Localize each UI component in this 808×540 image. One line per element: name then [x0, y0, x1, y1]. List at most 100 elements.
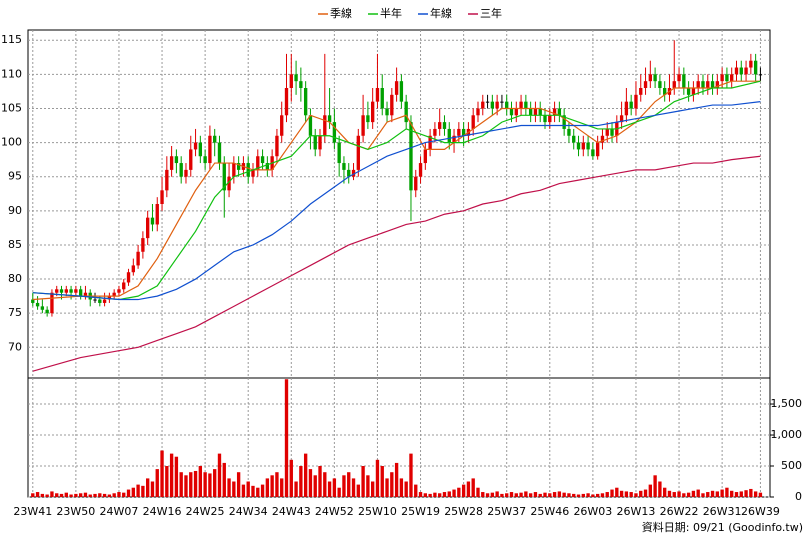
- x-tick-label: 24W43: [272, 505, 311, 518]
- volume-bar: [615, 487, 619, 497]
- candle-body: [83, 292, 88, 297]
- candle-body: [227, 176, 231, 191]
- ma-line: [32, 80, 761, 301]
- candle-body: [485, 101, 490, 103]
- volume-bar: [122, 492, 126, 497]
- volume-bar: [294, 481, 298, 497]
- volume-bar: [217, 453, 222, 497]
- volume-bar: [528, 493, 533, 497]
- volume-bar: [35, 492, 40, 497]
- candle-body: [217, 142, 222, 164]
- candle-body: [691, 88, 696, 95]
- volume-bar: [117, 492, 121, 497]
- volume-bar: [686, 492, 691, 497]
- candle-body: [677, 74, 681, 82]
- candle-body: [193, 142, 198, 150]
- x-tick-label: 24W16: [143, 505, 182, 518]
- volume-bar: [112, 493, 116, 497]
- volume-bar: [385, 478, 389, 497]
- candle-body: [739, 67, 743, 75]
- candle-body: [749, 60, 753, 68]
- volume-bar: [629, 492, 633, 497]
- candle-body: [734, 67, 739, 75]
- volume-bar: [691, 490, 696, 497]
- volume-bar: [466, 481, 471, 497]
- candle-body: [165, 169, 169, 191]
- volume-bar: [69, 494, 73, 497]
- candle-body: [256, 156, 260, 170]
- volume-bar: [552, 492, 557, 497]
- volume-bar: [246, 481, 250, 497]
- y-tick-label: 105: [1, 101, 22, 114]
- volume-bar: [78, 493, 83, 497]
- volume-bar: [74, 493, 78, 497]
- ma-line: [32, 80, 761, 301]
- volume-bar: [150, 481, 155, 497]
- candle-body: [112, 292, 116, 297]
- volume-bar: [327, 481, 332, 497]
- candle-body: [428, 135, 432, 150]
- volume-bar: [399, 478, 404, 497]
- volume-bar: [586, 493, 590, 497]
- candle-body: [610, 128, 614, 136]
- candle-body: [672, 81, 676, 88]
- candle-body: [64, 289, 68, 293]
- candle-body: [581, 142, 585, 150]
- volume-bar: [241, 484, 246, 497]
- volume-bar: [313, 475, 317, 497]
- volume-bar: [232, 481, 236, 497]
- candle-body: [509, 108, 514, 116]
- candle-body: [730, 74, 734, 82]
- volume-bar: [710, 490, 715, 497]
- volume-bar: [260, 484, 265, 497]
- volume-bar: [380, 466, 384, 497]
- candle-body: [543, 115, 547, 123]
- volume-bar: [141, 485, 145, 497]
- candle-body: [232, 163, 236, 177]
- volume-bar: [548, 493, 552, 497]
- x-tick-label: 26W03: [573, 505, 612, 518]
- volume-tick-label: 1,000: [771, 428, 803, 441]
- candle-body: [457, 128, 461, 136]
- volume-bar: [591, 494, 595, 497]
- candle-body: [246, 163, 250, 177]
- candle-body: [236, 163, 241, 170]
- volume-bar: [227, 478, 231, 497]
- candle-body: [394, 81, 399, 95]
- volume-bar: [203, 472, 207, 497]
- candle-body: [370, 101, 375, 123]
- candle-body: [260, 156, 265, 164]
- candle-body: [567, 128, 571, 136]
- volume-bar: [356, 484, 360, 497]
- candle-body: [452, 135, 456, 143]
- candle-body: [98, 299, 102, 303]
- candle-body: [390, 94, 394, 116]
- candle-body: [576, 142, 581, 150]
- volume-bar: [256, 487, 260, 497]
- x-tick-label: 25W46: [530, 505, 569, 518]
- x-tick-label: 26W39: [741, 505, 780, 518]
- legend-label: 三年: [480, 6, 502, 20]
- volume-bar: [265, 478, 270, 497]
- x-tick-label: 24W34: [229, 505, 268, 518]
- volume-bar: [720, 489, 724, 497]
- volume-bar: [533, 492, 538, 497]
- candle-body: [303, 88, 308, 116]
- volume-bar: [730, 490, 734, 497]
- candle-body: [342, 163, 346, 170]
- x-tick-label: 24W07: [100, 505, 139, 518]
- volume-bar: [102, 493, 107, 497]
- volume-bar: [505, 493, 509, 497]
- candle-body: [409, 122, 413, 191]
- candle-body: [404, 101, 408, 123]
- candle-body: [686, 88, 691, 95]
- volume-bar: [639, 490, 643, 497]
- volume-bar: [174, 456, 179, 497]
- candle-body: [385, 108, 389, 116]
- candle-body: [356, 135, 360, 170]
- volume-bar: [576, 494, 581, 497]
- candle-body: [50, 292, 54, 314]
- volume-bar: [146, 478, 150, 497]
- volume-bar: [155, 469, 159, 497]
- y-tick-label: 85: [8, 238, 22, 251]
